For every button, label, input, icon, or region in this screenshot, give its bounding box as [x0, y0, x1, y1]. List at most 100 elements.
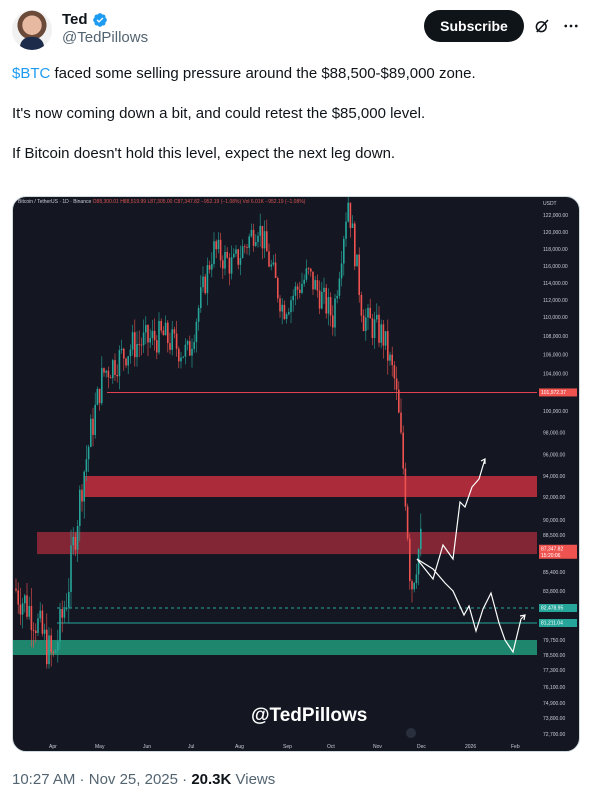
candle-body	[244, 246, 246, 248]
candle-body	[261, 225, 264, 249]
candle-body	[296, 286, 299, 290]
candle-body	[107, 370, 110, 378]
candle-body	[57, 641, 59, 651]
price-tag-support: 81,211.04	[541, 621, 563, 627]
cashtag-link[interactable]: $BTC	[12, 65, 51, 82]
chart-image[interactable]: USDT 122,000.00 120,000.00 118,000.00 116,00…	[12, 196, 580, 752]
candle-body	[345, 221, 347, 239]
candle-body	[411, 581, 413, 590]
candle-body	[279, 298, 281, 312]
candle-body	[162, 330, 165, 336]
candle-body	[257, 235, 259, 243]
candle-body	[387, 331, 389, 361]
candle-body	[171, 329, 173, 350]
candle-body	[340, 263, 343, 279]
views-label: Views	[231, 771, 276, 788]
candle-body	[178, 348, 180, 362]
candle-body	[21, 603, 24, 615]
candle-body	[294, 286, 297, 296]
price-tag-support-bg	[539, 619, 577, 627]
author-handle[interactable]: @TedPillows	[62, 29, 149, 46]
tweet-meta: 10:27 AM · Nov 25, 2025 · 20.3K Views	[12, 771, 275, 788]
candle-body	[204, 276, 206, 294]
candle-body	[288, 312, 290, 315]
candle-body	[129, 349, 132, 357]
candle-body	[316, 280, 319, 291]
candle-body	[101, 368, 103, 404]
grok-icon[interactable]	[533, 17, 551, 35]
candle-body	[312, 271, 314, 290]
candle-body	[35, 630, 37, 633]
candle-body	[398, 389, 400, 413]
candle-body	[215, 241, 217, 250]
candle-body	[266, 231, 268, 252]
display-name[interactable]: Ted	[62, 11, 88, 28]
candle-body	[68, 591, 70, 608]
candle-body	[202, 276, 204, 288]
y-axis-tick: 106,000.00	[543, 353, 568, 359]
avatar[interactable]	[12, 10, 52, 50]
candle-body	[237, 249, 239, 265]
candle-body	[167, 322, 169, 344]
candle-body	[259, 225, 261, 236]
candle-body	[39, 610, 41, 619]
candle-body	[123, 348, 125, 359]
candle-body	[420, 528, 422, 550]
candle-body	[96, 388, 99, 405]
candle-body	[299, 289, 301, 293]
tweet-date[interactable]: Nov 25, 2025	[88, 771, 178, 788]
candle-body	[219, 239, 222, 261]
price-tag-support-dashed: 82,478.95	[541, 606, 563, 612]
tweet-time[interactable]: 10:27 AM	[12, 771, 76, 788]
candle-body	[235, 249, 237, 254]
candle-body	[400, 412, 402, 433]
y-axis-tick: 100,000.00	[543, 409, 568, 415]
candle-body	[369, 307, 371, 319]
candle-body	[413, 583, 415, 590]
candle-body	[391, 354, 393, 366]
candle-body	[109, 377, 112, 379]
candle-body	[263, 231, 266, 249]
candle-body	[46, 629, 48, 665]
y-axis-tick: 98,000.00	[543, 431, 565, 437]
candle-body	[153, 330, 156, 341]
candle-body	[318, 290, 321, 309]
candle-body	[83, 471, 85, 502]
candle-body	[118, 350, 121, 377]
more-icon[interactable]	[562, 17, 580, 35]
y-axis-tick: 94,000.00	[543, 474, 565, 480]
candle-body	[92, 418, 94, 435]
candle-body	[169, 343, 171, 350]
candle-body	[79, 489, 81, 526]
candle-body	[404, 468, 407, 507]
candle-body	[222, 260, 224, 269]
candle-body	[173, 329, 176, 334]
candle-body	[61, 609, 63, 618]
candle-body	[131, 332, 134, 350]
candle-body	[28, 606, 30, 617]
candle-body	[195, 321, 198, 343]
author-block: Ted @TedPillows	[62, 11, 148, 46]
candle-body	[180, 357, 182, 362]
y-axis-tick: 92,000.00	[543, 495, 565, 501]
candle-body	[283, 304, 286, 320]
candle-body	[230, 257, 233, 274]
candle-body	[50, 635, 52, 653]
candle-body	[158, 320, 160, 353]
candle-body	[164, 322, 167, 336]
candle-body	[74, 536, 77, 550]
subscribe-button[interactable]: Subscribe	[424, 10, 524, 42]
candle-body	[325, 287, 327, 314]
candle-body	[252, 229, 255, 246]
y-axis-tick: 73,800.00	[543, 716, 565, 722]
candle-body	[307, 268, 310, 270]
candle-body	[329, 297, 332, 316]
candle-body	[380, 324, 382, 343]
candle-body	[37, 618, 39, 633]
y-axis-tick: 122,000.00	[543, 213, 568, 219]
candle-body	[248, 236, 250, 248]
x-axis-label: Feb	[511, 744, 520, 750]
x-axis-label: Jun	[143, 744, 151, 750]
candle-body	[116, 374, 118, 377]
candle-body	[15, 588, 17, 591]
